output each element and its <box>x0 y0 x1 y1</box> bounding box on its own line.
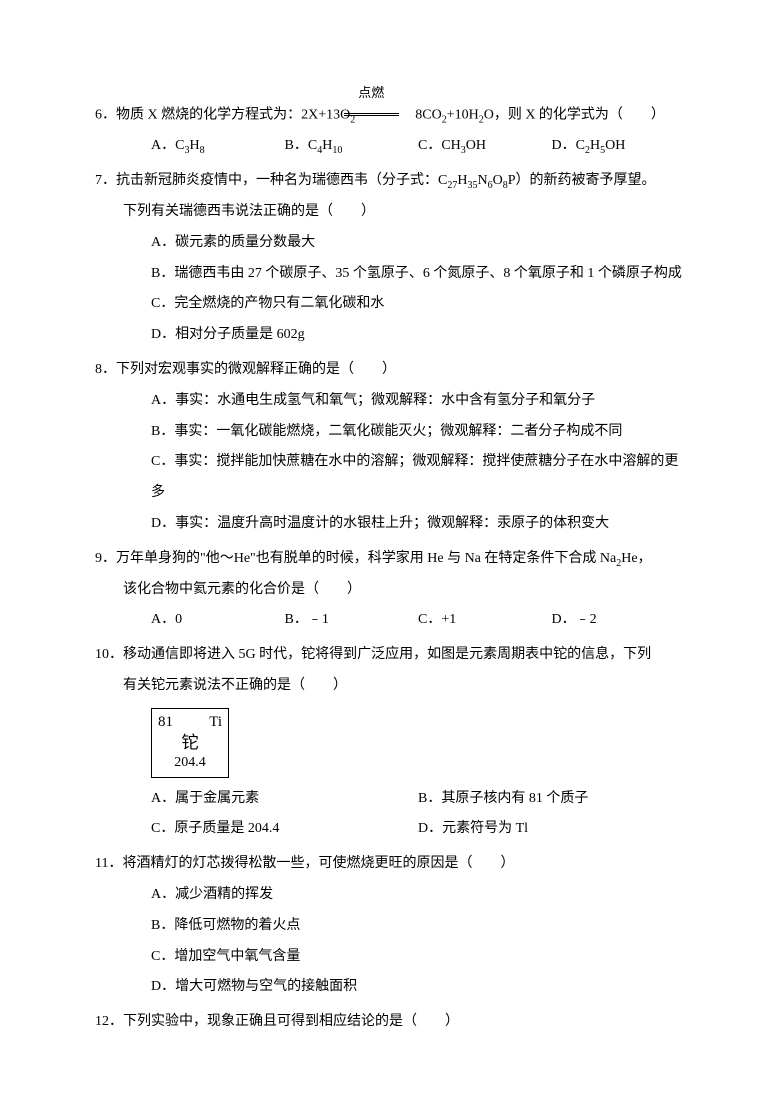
question-7: 7．抗击新冠肺炎疫情中，一种名为瑞德西韦（分子式：C27H35N6O8P）的新药… <box>95 166 685 351</box>
q8-option-d: D．事实：温度升高时温度计的水银柱上升；微观解释：汞原子的体积变大 <box>95 509 685 540</box>
q8-option-b: B．事实：一氧化碳能燃烧，二氧化碳能灭火；微观解释：二者分子构成不同 <box>95 417 685 448</box>
question-8: 8．下列对宏观事实的微观解释正确的是（ ） A．事实：水通电生成氢气和氧气；微观… <box>95 355 685 540</box>
q8-number: 8． <box>95 362 116 377</box>
q6-text-b: 8CO <box>415 108 441 123</box>
atomic-mass: 204.4 <box>158 754 222 772</box>
question-10: 10．移动通信即将进入 5G 时代，铊将得到广泛应用，如图是元素周期表中铊的信息… <box>95 640 685 845</box>
q8-stem: 8．下列对宏观事实的微观解释正确的是（ ） <box>95 355 685 386</box>
q9-stem-line1: 9．万年单身狗的"他～He"也有脱单的时候，科学家用 He 与 Na 在特定条件… <box>95 544 685 575</box>
reaction-condition: 点燃 <box>355 86 415 99</box>
q9-option-c: C．+1 <box>418 605 552 636</box>
q8-option-a: A．事实：水通电生成氢气和氧气；微观解释：水中含有氢分子和氧分子 <box>95 386 685 417</box>
q7-option-b: B．瑞德西韦由 27 个碳原子、35 个氢原子、6 个氮原子、8 个氧原子和 1… <box>95 259 685 290</box>
q10-stem-line1: 10．移动通信即将进入 5G 时代，铊将得到广泛应用，如图是元素周期表中铊的信息… <box>95 640 685 671</box>
q10-options-row1: A．属于金属元素 B．其原子核内有 81 个质子 <box>95 784 685 815</box>
q6-option-d: D．C2H5OH <box>552 131 686 162</box>
element-name: 铊 <box>158 732 222 754</box>
q11-option-c: C．增加空气中氧气含量 <box>95 942 685 973</box>
q10-options-row2: C．原子质量是 204.4 D．元素符号为 Tl <box>95 814 685 845</box>
q10-number: 10． <box>95 647 123 662</box>
q9-option-a: A．0 <box>151 605 285 636</box>
q6-option-b: B．C4H10 <box>285 131 419 162</box>
q6-options: A．C3H8 B．C4H10 C．CH3OH D．C2H5OH <box>95 131 685 162</box>
element-symbol: Ti <box>209 713 222 733</box>
q6-text-c: +10H <box>447 108 479 123</box>
q7-number: 7． <box>95 173 116 188</box>
q6-text-d: O，则 X 的化学式为（ ） <box>484 108 665 123</box>
q6-stem: 6．物质 X 燃烧的化学方程式为：2X+13O2点燃8CO2+10H2O，则 X… <box>95 100 685 131</box>
q7-option-d: D．相对分子质量是 602g <box>95 320 685 351</box>
question-9: 9．万年单身狗的"他～He"也有脱单的时候，科学家用 He 与 Na 在特定条件… <box>95 544 685 636</box>
q12-number: 12． <box>95 1014 123 1029</box>
q11-stem: 11．将酒精灯的灯芯拨得松散一些，可使燃烧更旺的原因是（ ） <box>95 849 685 880</box>
q10-option-d: D．元素符号为 Tl <box>418 814 685 845</box>
periodic-element-box: 81 Ti 铊 204.4 <box>151 708 229 778</box>
reaction-arrow: 点燃 <box>355 100 415 131</box>
q10-stem-line2: 有关铊元素说法不正确的是（ ） <box>95 671 685 702</box>
q9-number: 9． <box>95 551 116 566</box>
q9-stem-line2: 该化合物中氦元素的化合价是（ ） <box>95 575 685 606</box>
q6-option-c: C．CH3OH <box>418 131 552 162</box>
q11-option-d: D．增大可燃物与空气的接触面积 <box>95 972 685 1003</box>
q10-option-c: C．原子质量是 204.4 <box>151 814 418 845</box>
question-6: 6．物质 X 燃烧的化学方程式为：2X+13O2点燃8CO2+10H2O，则 X… <box>95 100 685 162</box>
q11-number: 11． <box>95 856 122 871</box>
question-11: 11．将酒精灯的灯芯拨得松散一些，可使燃烧更旺的原因是（ ） A．减少酒精的挥发… <box>95 849 685 1003</box>
q9-option-b: B．﹣1 <box>285 605 419 636</box>
q7-stem-line2: 下列有关瑞德西韦说法正确的是（ ） <box>95 197 685 228</box>
q7-option-a: A．碳元素的质量分数最大 <box>95 228 685 259</box>
q6-option-a: A．C3H8 <box>151 131 285 162</box>
q10-option-a: A．属于金属元素 <box>151 784 418 815</box>
q9-option-d: D．﹣2 <box>552 605 686 636</box>
q12-stem: 12．下列实验中，现象正确且可得到相应结论的是（ ） <box>95 1007 685 1038</box>
question-12: 12．下列实验中，现象正确且可得到相应结论的是（ ） <box>95 1007 685 1038</box>
element-row1: 81 Ti <box>158 713 222 733</box>
q7-option-c: C．完全燃烧的产物只有二氧化碳和水 <box>95 289 685 320</box>
atomic-number: 81 <box>158 713 173 733</box>
q9-options: A．0 B．﹣1 C．+1 D．﹣2 <box>95 605 685 636</box>
q11-option-a: A．减少酒精的挥发 <box>95 880 685 911</box>
q7-stem-line1: 7．抗击新冠肺炎疫情中，一种名为瑞德西韦（分子式：C27H35N6O8P）的新药… <box>95 166 685 197</box>
q8-option-c: C．事实：搅拌能加快蔗糖在水中的溶解；微观解释：搅拌使蔗糖分子在水中溶解的更多 <box>95 447 685 509</box>
q6-number: 6． <box>95 108 116 123</box>
q10-option-b: B．其原子核内有 81 个质子 <box>418 784 685 815</box>
q6-text-a: 物质 X 燃烧的化学方程式为：2X+13O <box>116 108 350 123</box>
q11-option-b: B．降低可燃物的着火点 <box>95 911 685 942</box>
